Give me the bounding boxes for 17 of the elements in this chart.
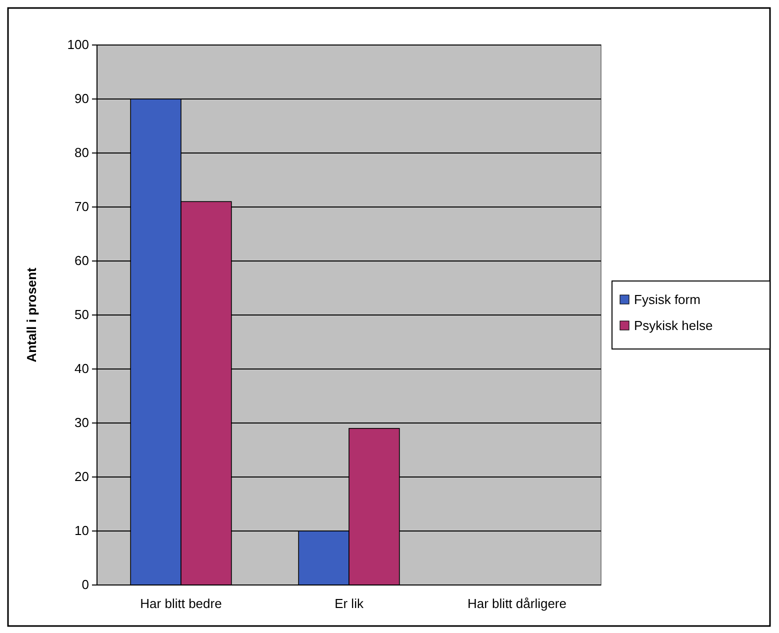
y-tick-label: 90 xyxy=(74,91,89,106)
legend-label: Fysisk form xyxy=(634,292,700,307)
y-tick-label: 50 xyxy=(74,307,89,322)
y-tick-label: 0 xyxy=(82,577,89,592)
y-tick-label: 10 xyxy=(74,523,89,538)
x-tick-label: Er lik xyxy=(334,596,364,612)
y-tick-label: 100 xyxy=(67,37,89,52)
y-tick-label: 80 xyxy=(74,145,89,160)
x-tick-label: Har blitt bedre xyxy=(140,596,222,612)
y-tick-label: 30 xyxy=(74,415,89,430)
y-axis-title: Antall i prosent xyxy=(24,267,39,362)
y-tick-label: 70 xyxy=(74,199,89,214)
x-tick-label: Har blitt dårligere xyxy=(468,596,566,612)
legend-label: Psykisk helse xyxy=(634,318,713,333)
y-tick-label: 20 xyxy=(74,469,89,484)
y-tick-label: 60 xyxy=(74,253,89,268)
y-tick-label: 40 xyxy=(74,361,89,376)
